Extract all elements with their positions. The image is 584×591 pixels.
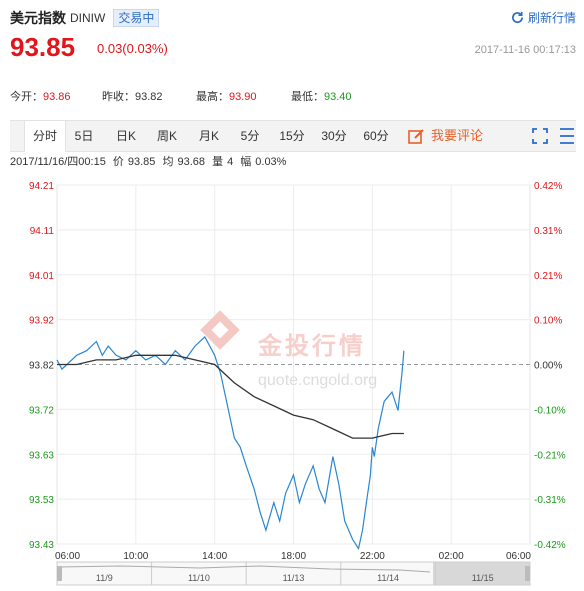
navigator-label: 11/10 — [188, 573, 210, 583]
tab-monthly-k[interactable]: 月K — [198, 129, 219, 143]
y-tick-label-left: 94.11 — [30, 226, 55, 237]
y-tick-label-left: 93.72 — [29, 405, 54, 416]
x-tick-label: 06:00 — [506, 551, 531, 562]
x-tick-label: 06:00 — [55, 551, 80, 562]
stat-prev-close: 昨收：93.82 — [102, 91, 163, 103]
quote-header: 美元指数 DINIW 交易中 — [10, 7, 160, 29]
info-avg-label: 均 — [162, 156, 174, 168]
info-price-label: 价 — [112, 156, 124, 168]
time-navigator[interactable]: 11/9 11/10 11/13 11/14 11/15 — [56, 561, 531, 586]
comment-button[interactable]: 我要评论 — [408, 121, 483, 151]
x-tick-label: 02:00 — [439, 551, 464, 562]
info-amp-label: 幅 — [240, 156, 252, 168]
y-tick-label-left: 94.01 — [29, 271, 54, 282]
info-time: 2017/11/16/四00:15 — [10, 156, 106, 168]
y-tick-label-right: -0.10% — [534, 405, 566, 416]
price-line — [56, 335, 405, 551]
navigator-handle-right — [525, 566, 530, 581]
y-tick-label-right: 0.00% — [534, 361, 562, 372]
tab-daily-k[interactable]: 日K — [115, 129, 136, 143]
quote-timestamp: 2017-11-16 00:17:13 — [474, 44, 576, 56]
price-change: 0.03(0.03%) — [97, 41, 168, 56]
fullscreen-icon[interactable] — [532, 128, 548, 144]
watermark: 金投行情 quote.cngold.org — [200, 310, 377, 389]
y-tick-label-left: 93.92 — [29, 316, 54, 327]
trading-status-badge: 交易中 — [113, 9, 160, 27]
navigator-selection — [433, 562, 530, 585]
tab-15min[interactable]: 15分 — [279, 129, 305, 143]
y-tick-label-right: -0.31% — [534, 495, 566, 506]
navigator-handle-left — [57, 566, 62, 581]
tab-weekly-k[interactable]: 周K — [156, 129, 177, 143]
tab-30min[interactable]: 30分 — [321, 129, 347, 143]
x-tick-label: 18:00 — [281, 551, 306, 562]
info-vol-label: 量 — [212, 156, 224, 168]
y-tick-label-right: -0.21% — [534, 450, 566, 461]
watermark-url: quote.cngold.org — [258, 372, 377, 389]
refresh-icon — [512, 11, 523, 24]
period-tabs: 分时 5日 日K 周K 月K 5分 15分 30分 60分 我要评论 — [10, 120, 576, 152]
navigator-label: 11/9 — [96, 573, 113, 583]
stat-low: 最低：93.40 — [291, 91, 352, 103]
info-vol: 4 — [227, 156, 234, 168]
instrument-name: 美元指数 — [10, 10, 66, 26]
tab-5min[interactable]: 5分 — [240, 129, 260, 143]
current-price: 93.85 — [10, 32, 76, 62]
x-tick-label: 10:00 — [123, 551, 148, 562]
info-avg: 93.68 — [177, 156, 206, 168]
y-tick-label-right: 0.10% — [534, 316, 562, 327]
y-tick-label-left: 94.21 — [29, 181, 54, 192]
tab-5day[interactable]: 5日 — [74, 129, 94, 143]
navigator-label: 11/14 — [377, 573, 399, 583]
watermark-logo-icon — [200, 310, 240, 350]
average-line — [57, 354, 404, 439]
navigator-label: 11/13 — [283, 573, 305, 583]
y-tick-label-left: 93.82 — [29, 361, 54, 372]
stat-open: 今开：93.86 — [10, 91, 71, 103]
navigator-mini-line — [58, 565, 431, 573]
menu-icon[interactable] — [559, 126, 575, 146]
x-tick-label: 14:00 — [202, 551, 227, 562]
refresh-label: 刷新行情 — [527, 11, 576, 25]
refresh-button[interactable]: 刷新行情 — [511, 9, 576, 26]
y-tick-label-right: 0.31% — [534, 226, 562, 237]
chart-grid — [56, 184, 531, 545]
y-tick-label-right: -0.42% — [534, 540, 566, 551]
instrument-code: DINIW — [70, 11, 106, 25]
watermark-text: 金投行情 — [257, 332, 366, 360]
navigator-label: 11/15 — [472, 573, 494, 583]
y-tick-label-right: 0.21% — [534, 271, 562, 282]
tab-intraday[interactable]: 分时 — [24, 121, 66, 152]
info-price: 93.85 — [127, 156, 156, 168]
y-tick-label-left: 93.43 — [29, 540, 54, 551]
x-tick-label: 22:00 — [360, 551, 385, 562]
edit-icon — [408, 128, 424, 144]
tab-60min[interactable]: 60分 — [363, 129, 389, 143]
y-tick-label-left: 93.53 — [29, 495, 54, 506]
y-tick-label-left: 93.63 — [29, 450, 54, 461]
y-tick-label-right: 0.42% — [534, 181, 562, 192]
info-amp: 0.03% — [255, 156, 287, 168]
stat-high: 最高：93.90 — [196, 91, 257, 103]
comment-label: 我要评论 — [431, 128, 484, 143]
